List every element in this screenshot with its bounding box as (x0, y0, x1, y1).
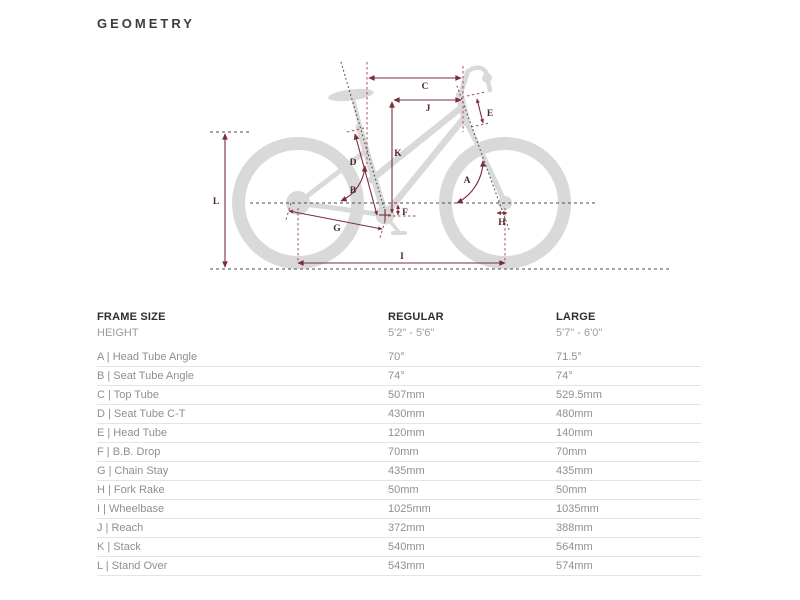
spec-value-regular: 1025mm (388, 499, 556, 519)
spec-label: D | Seat Tube C-T (97, 404, 388, 424)
spec-value-regular: 50mm (388, 480, 556, 500)
height-label: HEIGHT (97, 327, 139, 339)
spec-label: G | Chain Stay (97, 461, 388, 481)
table-row: A | Head Tube Angle 70° 71.5° (97, 348, 701, 367)
col-header-large: LARGE (556, 311, 596, 323)
spec-value-large: 435mm (556, 461, 701, 481)
bike-silhouette (232, 65, 571, 269)
table-row: K | Stack 540mm 564mm (97, 537, 701, 557)
table-row: G | Chain Stay 435mm 435mm (97, 461, 701, 481)
spec-value-regular: 543mm (388, 556, 556, 576)
spec-value-regular: 74° (388, 366, 556, 386)
spec-value-regular: 540mm (388, 537, 556, 557)
table-row: L | Stand Over 543mm 574mm (97, 556, 701, 576)
spec-value-regular: 70mm (388, 442, 556, 462)
top-tube (367, 103, 466, 184)
stem (457, 71, 470, 98)
page-title: GEOMETRY (97, 16, 195, 31)
spec-value-regular: 120mm (388, 423, 556, 443)
marker-K: K (394, 149, 402, 159)
crank-arm (383, 213, 400, 233)
bike-geometry-diagram: L C J K D B A E F G H I (205, 52, 675, 292)
marker-E: E (487, 109, 493, 119)
fork-blade (463, 119, 508, 206)
marker-A: A (464, 176, 471, 186)
e-bottom-tick (470, 122, 490, 128)
marker-J: J (426, 104, 431, 114)
marker-H: H (498, 218, 506, 228)
height-large: 5'7" - 6'0" (556, 327, 603, 339)
table-row: I | Wheelbase 1025mm 1035mm (97, 499, 701, 519)
spec-value-large: 50mm (556, 480, 701, 500)
spec-table-body: A | Head Tube Angle 70° 71.5° B | Seat T… (97, 348, 701, 576)
spec-label: F | B.B. Drop (97, 442, 388, 462)
down-tube (381, 114, 468, 219)
spec-label: B | Seat Tube Angle (97, 366, 388, 386)
measure-G (288, 209, 383, 231)
spec-value-large: 70mm (556, 442, 701, 462)
marker-G: G (333, 224, 341, 234)
col-header-regular: REGULAR (388, 311, 444, 323)
spec-value-regular: 372mm (388, 518, 556, 538)
spec-value-regular: 435mm (388, 461, 556, 481)
height-row: HEIGHT 5'2" - 5'6" 5'7" - 6'0" (97, 326, 701, 348)
e-top-tick (466, 91, 486, 97)
table-row: F | B.B. Drop 70mm 70mm (97, 442, 701, 462)
spec-value-large: 140mm (556, 423, 701, 443)
table-row: D | Seat Tube C-T 430mm 480mm (97, 404, 701, 424)
marker-F: F (402, 208, 408, 218)
spec-value-large: 1035mm (556, 499, 701, 519)
construction-lines (210, 61, 670, 270)
spec-label: I | Wheelbase (97, 499, 388, 519)
table-row: H | Fork Rake 50mm 50mm (97, 480, 701, 500)
marker-C: C (422, 82, 429, 92)
steering-axis (456, 85, 511, 233)
geometry-spec-table: FRAME SIZE REGULAR LARGE HEIGHT 5'2" - 5… (97, 311, 701, 576)
spec-value-large: 388mm (556, 518, 701, 538)
measure-B-arc (340, 165, 368, 202)
measurement-labels: L C J K D B A E F G H I (213, 82, 506, 262)
table-row: C | Top Tube 507mm 529.5mm (97, 385, 701, 405)
marker-D: D (350, 158, 357, 168)
spec-value-large: 564mm (556, 537, 701, 557)
spec-label: L | Stand Over (97, 556, 388, 576)
spec-value-large: 480mm (556, 404, 701, 424)
spec-label: C | Top Tube (97, 385, 388, 405)
table-row: J | Reach 372mm 388mm (97, 518, 701, 538)
table-header-row: FRAME SIZE REGULAR LARGE (97, 311, 701, 326)
table-row: E | Head Tube 120mm 140mm (97, 423, 701, 443)
spec-label: H | Fork Rake (97, 480, 388, 500)
marker-L: L (213, 197, 219, 207)
height-regular: 5'2" - 5'6" (388, 327, 435, 339)
spec-value-large: 529.5mm (556, 385, 701, 405)
spec-label: E | Head Tube (97, 423, 388, 443)
measurements (222, 75, 508, 268)
chain-stay-tube (295, 200, 388, 218)
spec-label: K | Stack (97, 537, 388, 557)
measure-E (476, 98, 484, 124)
seat-post (352, 100, 363, 132)
table-row: B | Seat Tube Angle 74° 74° (97, 366, 701, 386)
spec-value-regular: 430mm (388, 404, 556, 424)
bike-geometry-svg: L C J K D B A E F G H I (210, 61, 670, 270)
spec-value-large: 71.5° (556, 348, 701, 367)
spec-value-regular: 70° (388, 348, 556, 367)
spec-value-large: 74° (556, 366, 701, 386)
spec-label: J | Reach (97, 518, 388, 538)
spec-label: A | Head Tube Angle (97, 348, 388, 367)
measure-A-arc (456, 160, 486, 204)
col-header-frame-size: FRAME SIZE (97, 311, 166, 323)
marker-I: I (400, 252, 404, 262)
spec-value-large: 574mm (556, 556, 701, 576)
marker-B: B (350, 186, 357, 196)
spec-value-regular: 507mm (388, 385, 556, 405)
handlebar-grip (482, 73, 492, 83)
